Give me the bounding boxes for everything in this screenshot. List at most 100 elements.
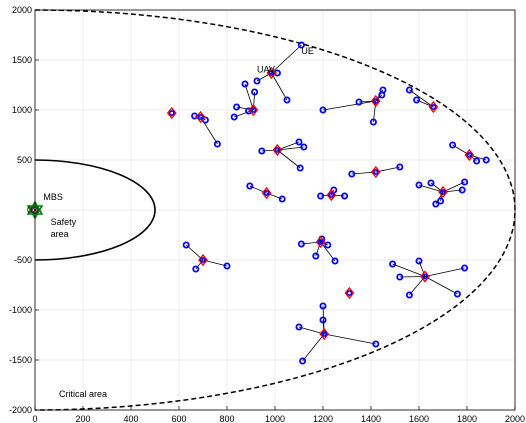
- ue-point: [458, 186, 466, 194]
- ue-point: [389, 260, 397, 268]
- uav-center-ring: [328, 192, 335, 198]
- uav-center-ring: [317, 239, 324, 245]
- ue-point: [369, 118, 377, 126]
- y-tick-label: -500: [14, 255, 32, 265]
- x-tick-label: 400: [123, 414, 138, 423]
- ue-point: [230, 113, 238, 121]
- ue-point: [295, 323, 303, 331]
- uav-point: [428, 100, 439, 114]
- ue-uav-link: [271, 72, 288, 101]
- x-tick-label: 1400: [361, 414, 381, 423]
- uav-point: [344, 286, 355, 300]
- ue-point: [415, 181, 423, 189]
- axis-ticks: 0 200 400 600 800 1000 1200 1400 1600 1800 2000 -20…: [9, 5, 525, 423]
- ue-point: [396, 273, 404, 281]
- ue-uav-link: [409, 276, 426, 296]
- annotations: UE UAV MBS Safety area Critical area: [43, 46, 314, 399]
- ue-point: [258, 147, 266, 155]
- uav-center-ring: [422, 273, 428, 280]
- uav-point: [370, 94, 381, 108]
- ue-point: [192, 265, 200, 273]
- ue-point: [278, 195, 286, 203]
- uav-point: [438, 185, 448, 199]
- uav-center-ring: [197, 114, 204, 120]
- uav-center-ring: [274, 147, 281, 153]
- ue-point: [461, 264, 469, 272]
- uav-center-ring: [250, 107, 257, 113]
- ue-point: [319, 106, 327, 114]
- uav-center-ring: [321, 331, 328, 337]
- annotation-label: MBS: [43, 192, 63, 202]
- ue-point: [453, 290, 461, 298]
- x-tick-label: 600: [171, 414, 186, 423]
- uav-center-ring: [430, 104, 437, 110]
- safety-area-boundary: [34, 159, 156, 261]
- ue-point: [449, 141, 457, 149]
- uav-center-ring: [268, 70, 275, 76]
- y-tick-label: -1000: [9, 305, 32, 315]
- ue-point: [283, 96, 291, 104]
- ue-point: [372, 340, 380, 348]
- ue-point: [319, 316, 327, 324]
- ue-uav-link: [418, 184, 444, 193]
- uav-point: [272, 143, 283, 157]
- annotation-label: UAV: [257, 65, 275, 75]
- uav-point: [166, 106, 177, 120]
- annotation-label: area: [51, 229, 69, 239]
- ue-point: [461, 178, 469, 186]
- ue-point: [405, 291, 413, 299]
- x-tick-label: 1000: [265, 414, 285, 423]
- ue-point: [432, 200, 440, 208]
- ue-point: [396, 163, 404, 171]
- x-tick-label: 2000: [505, 414, 525, 423]
- uav-center-ring: [466, 152, 473, 158]
- ue-point: [415, 257, 423, 265]
- y-tick-label: -1500: [9, 355, 32, 365]
- x-tick-label: 1800: [457, 414, 477, 423]
- uav-point: [464, 148, 475, 162]
- ue-uav-link: [442, 181, 465, 193]
- uav-center-ring: [346, 290, 353, 296]
- ue-point: [246, 182, 254, 190]
- y-tick-label: 500: [17, 155, 32, 165]
- ue-point: [233, 103, 241, 111]
- uav-center-ring: [263, 190, 270, 196]
- ue-point: [213, 140, 221, 148]
- uav-center-ring: [372, 169, 379, 175]
- ue-point: [296, 164, 304, 172]
- ue-uav-link: [277, 149, 301, 169]
- ue-uav-link: [298, 326, 325, 335]
- ue-point: [297, 41, 305, 49]
- ue-uav-link: [271, 44, 302, 74]
- annotation-label: UE: [301, 46, 314, 56]
- x-tick-label: 1200: [313, 414, 333, 423]
- uav-center-ring: [372, 98, 379, 104]
- ue-uav-link: [320, 241, 336, 262]
- ue-uav-link: [322, 100, 376, 111]
- ue-point: [312, 252, 320, 260]
- x-tick-label: 800: [219, 414, 234, 423]
- ue-uav-link: [424, 267, 465, 277]
- uav-point: [319, 327, 330, 341]
- ue-point: [299, 357, 307, 365]
- ue-point: [379, 86, 387, 94]
- ue-uav-link: [409, 89, 434, 108]
- ue-point: [324, 241, 332, 249]
- y-tick-label: 1000: [12, 105, 32, 115]
- ue-point: [413, 96, 421, 104]
- ue-point: [427, 179, 435, 187]
- ue-uav-link: [324, 333, 376, 345]
- ue-point: [223, 262, 231, 270]
- ue-point: [253, 77, 261, 85]
- ue-point: [251, 88, 259, 96]
- uav-point: [326, 188, 337, 202]
- ue-points: [182, 41, 490, 365]
- ue-point: [317, 192, 325, 200]
- uav-point: [261, 186, 272, 200]
- annotation-label: Critical area: [59, 389, 107, 399]
- ue-point: [355, 98, 363, 106]
- ue-point: [341, 192, 349, 200]
- uav-center-ring: [440, 189, 446, 195]
- uav-point: [266, 66, 277, 80]
